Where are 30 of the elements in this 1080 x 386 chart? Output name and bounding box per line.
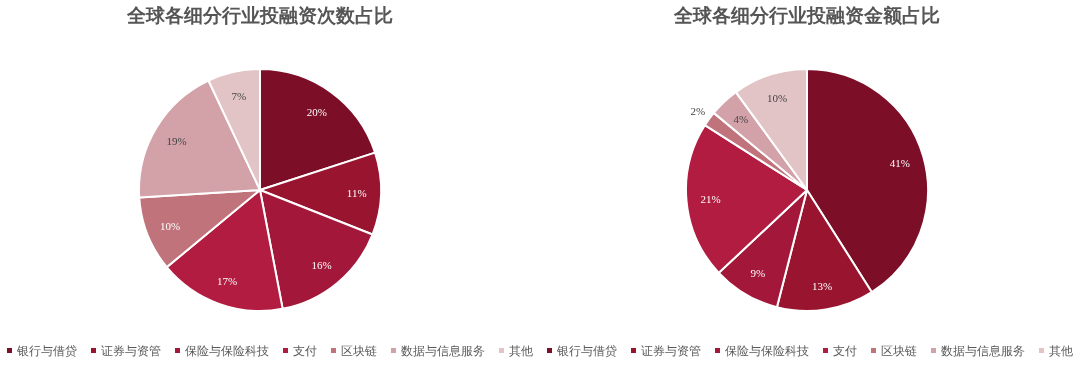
legend-label: 保险与保险科技	[185, 344, 269, 358]
data-label: 10%	[767, 91, 788, 104]
legend-label: 区块链	[881, 344, 917, 358]
legend-label: 数据与信息服务	[941, 344, 1025, 358]
data-label: 19%	[166, 134, 187, 147]
data-label: 11%	[346, 187, 367, 200]
data-label: 20%	[306, 105, 327, 118]
data-label: 13%	[812, 279, 833, 292]
data-label: 17%	[217, 275, 238, 288]
data-label: 4%	[733, 113, 749, 126]
legend-label: 证券与资管	[641, 344, 701, 358]
chart-title: 全球各细分行业投融资金额占比	[673, 5, 940, 26]
data-label: 16%	[311, 258, 332, 271]
legend-label: 银行与借贷	[16, 344, 77, 358]
data-label: 21%	[700, 193, 721, 206]
data-label: 10%	[159, 219, 181, 232]
legend-label: 支付	[833, 344, 857, 358]
data-label: 9%	[750, 267, 766, 280]
legend-label: 保险与保险科技	[725, 344, 809, 358]
legend-label: 数据与信息服务	[401, 344, 485, 358]
legend-label: 区块链	[341, 344, 377, 358]
legend-label: 其他	[1049, 344, 1073, 358]
data-label: 41%	[889, 156, 911, 169]
data-label: 7%	[231, 89, 247, 102]
legend-label: 其他	[509, 344, 533, 358]
legend-label: 证券与资管	[101, 344, 161, 358]
legend-label: 支付	[293, 344, 317, 358]
legend-label: 银行与借贷	[556, 344, 617, 358]
data-label: 2%	[690, 104, 706, 117]
chart-title: 全球各细分行业投融资次数占比	[126, 5, 393, 26]
